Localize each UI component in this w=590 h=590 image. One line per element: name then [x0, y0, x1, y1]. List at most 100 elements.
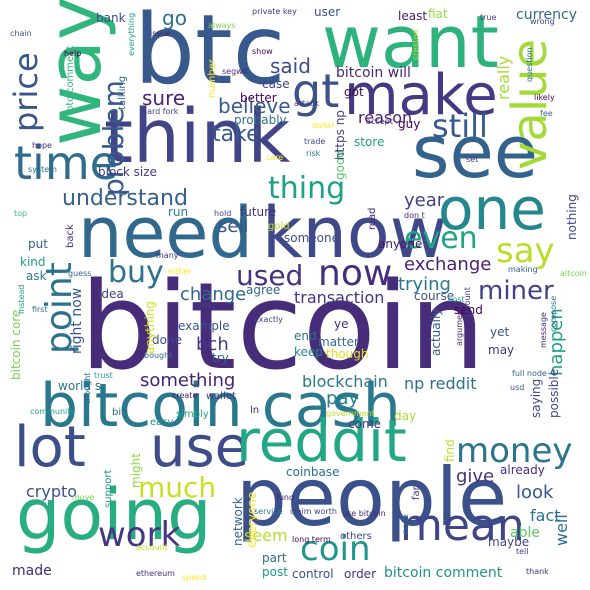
word-instead: instead — [17, 284, 26, 315]
word-wallet: wallet — [206, 391, 236, 402]
word-full-node: full node — [512, 369, 547, 378]
word-private-key: private key — [252, 7, 297, 16]
word-fact: fact — [530, 506, 561, 525]
word-cost: cost — [448, 295, 465, 304]
word-think: think — [104, 94, 291, 180]
word-first: first — [32, 305, 48, 314]
word-may: may — [488, 343, 515, 357]
word-made: made — [12, 563, 52, 579]
word-done: done — [152, 333, 182, 347]
word-worlds: world s — [58, 379, 102, 393]
word-going: going — [16, 474, 212, 556]
word-someone: someone — [284, 231, 339, 245]
word-better: better — [240, 91, 277, 105]
word-top: top — [14, 209, 28, 218]
word-message: message — [539, 312, 548, 348]
word-np-reddit: np reddit — [404, 374, 477, 393]
word-price: price — [7, 52, 45, 132]
word-help: help — [64, 49, 82, 58]
word-amount: amount — [463, 287, 472, 318]
word-trying: trying — [398, 274, 451, 295]
word-set: set — [466, 155, 479, 164]
word-number: number — [207, 58, 218, 98]
word-create: create — [172, 391, 198, 400]
word-fee: fee — [540, 109, 553, 118]
word-yet: yet — [490, 325, 510, 339]
word-maybe: maybe — [488, 535, 530, 549]
word-ask: ask — [26, 269, 47, 283]
word-thank: thank — [526, 567, 549, 576]
word-guess: guess — [68, 269, 92, 278]
word-seem: seem — [244, 526, 288, 545]
word-trust: trust — [94, 371, 113, 380]
word-service: service — [254, 507, 283, 516]
word-wrong: wrong — [530, 17, 555, 26]
word-order: order — [344, 567, 376, 581]
word-question: question — [525, 47, 534, 82]
word-come: come — [348, 417, 382, 431]
word-dollar: dollar — [312, 121, 335, 130]
word-others: others — [340, 531, 372, 542]
word-mean: mean — [400, 500, 525, 551]
word-course: course — [414, 289, 455, 303]
word-fund: fund — [276, 493, 295, 502]
word-already: already — [500, 463, 545, 477]
word-currency: currency — [516, 7, 577, 23]
word-https-np: https np — [333, 110, 347, 160]
word-everyone: everyone — [245, 491, 259, 548]
word-thought: thought — [83, 372, 92, 404]
word-exactly: exactly — [254, 315, 283, 324]
word-used: used — [236, 259, 304, 292]
word-nothing: nothing — [565, 194, 579, 240]
word-find: find — [443, 439, 457, 462]
word-likely: likely — [534, 93, 555, 102]
word-tell: tell — [516, 547, 529, 556]
word-look: look — [516, 482, 554, 503]
word-read: read — [367, 207, 378, 230]
word-guy: guy — [398, 117, 421, 131]
word-really: really — [494, 55, 513, 100]
word-actually: actually — [429, 308, 443, 356]
word-much: much — [138, 471, 217, 504]
word-send: send — [454, 303, 483, 317]
word-bank: bank — [96, 11, 126, 25]
word-case: case — [262, 77, 290, 91]
word-sell: sell — [218, 216, 249, 237]
word-bitcoin: bitcoin — [80, 258, 486, 397]
word-network: network — [231, 497, 245, 546]
word-day: day — [394, 409, 417, 423]
word-one: one — [438, 175, 546, 243]
word-block-size: block size — [98, 165, 157, 179]
word-know: know — [262, 192, 447, 274]
word-want: want — [322, 0, 499, 84]
word-saying: saying — [529, 378, 543, 418]
word-make: make — [344, 63, 498, 128]
word-show: show — [252, 47, 273, 56]
word-attack: attack — [294, 99, 320, 108]
word-anything: anything — [143, 301, 157, 354]
word-use: use — [150, 415, 250, 480]
word-still: still — [432, 107, 488, 145]
word-everything: everything — [127, 12, 136, 56]
word-segwit: segwit — [222, 67, 249, 76]
word-part: part — [262, 551, 287, 565]
word-put: put — [28, 237, 48, 251]
word-compose: compose — [549, 295, 558, 332]
word-bitcoin-comment-bottom: bitcoin comment — [384, 565, 503, 581]
word-gold: gold — [268, 221, 290, 232]
word-say: say — [496, 231, 555, 271]
word-hold: hold — [214, 209, 232, 218]
word-control: control — [292, 567, 334, 581]
word-anyone: anyone — [378, 237, 423, 251]
word-coinbase: coinbase — [286, 465, 340, 479]
word-try: try — [212, 351, 229, 365]
word-pay: pay — [326, 388, 360, 409]
word-future: future — [240, 205, 277, 219]
word-right-now: right now — [69, 287, 85, 354]
word-spend: spend — [182, 573, 207, 582]
word-believe: believe — [218, 94, 291, 118]
word-got: got — [344, 85, 364, 99]
word-always: always — [208, 21, 236, 30]
word-give: give — [456, 466, 495, 487]
